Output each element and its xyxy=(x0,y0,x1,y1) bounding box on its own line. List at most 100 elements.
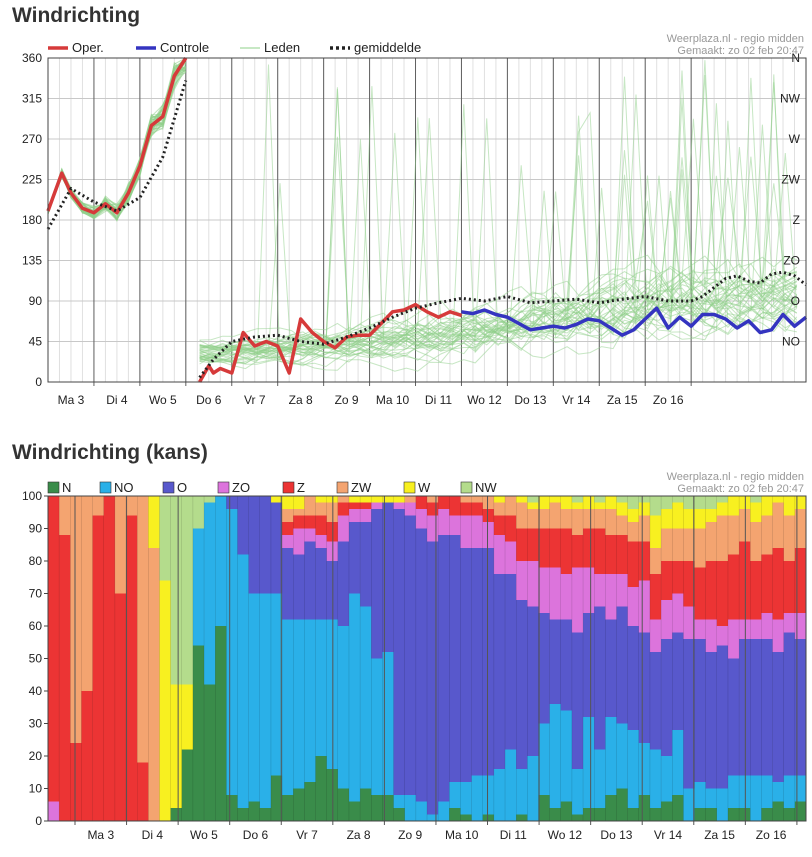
bar-segment-zo xyxy=(438,509,450,535)
bar-segment-o xyxy=(716,645,729,789)
x-day-label: Do 6 xyxy=(243,828,269,842)
compass-label: W xyxy=(789,132,801,146)
bar-segment-zo xyxy=(727,619,740,659)
x-day-label: Wo 12 xyxy=(548,828,583,842)
bar-segment-zw xyxy=(137,496,149,763)
bar-segment-zo xyxy=(705,619,718,652)
bar-segment-n xyxy=(772,801,785,821)
bar-segment-z xyxy=(137,762,149,821)
bar-segment-no xyxy=(315,619,327,756)
x-day-label: Ma 3 xyxy=(87,828,114,842)
bar-segment-z xyxy=(48,496,60,802)
bar-segment-w xyxy=(181,684,194,750)
bar-segment-z xyxy=(293,515,305,529)
bar-segment-no xyxy=(761,775,773,808)
compass-label: ZO xyxy=(783,254,800,268)
bar-segment-no xyxy=(438,801,450,821)
bar-segment-nw xyxy=(616,496,628,503)
bar-segment-o xyxy=(404,515,417,795)
bar-segment-zo xyxy=(794,613,807,639)
bar-segment-zw xyxy=(59,496,71,535)
bar-segment-zo xyxy=(348,509,361,522)
ensemble-member-lines xyxy=(47,57,798,372)
legend-label: gemiddelde xyxy=(354,40,421,55)
bar-segment-no xyxy=(672,730,684,795)
x-day-label: Wo 5 xyxy=(149,393,177,407)
bar-segment-o xyxy=(627,626,640,730)
bar-segment-o xyxy=(783,632,796,776)
bar-segment-zo xyxy=(337,515,350,542)
bar-segment-n xyxy=(560,801,573,821)
bar-segment-n xyxy=(170,808,183,821)
y-tick-label: 315 xyxy=(22,92,42,106)
bar-segment-no xyxy=(360,606,372,789)
bar-segment-zw xyxy=(493,502,506,516)
bar-segment-no xyxy=(371,658,383,795)
bar-segment-z xyxy=(527,528,539,561)
bar-segment-zo xyxy=(583,567,595,613)
ensemble-member-line xyxy=(199,86,798,354)
created-label-2: Gemaakt: zo 02 feb 20:47 xyxy=(677,483,804,495)
bar-segment-nw xyxy=(594,496,606,503)
bar-segment-no xyxy=(571,769,584,815)
bar-segment-n xyxy=(304,782,316,821)
bar-segment-w xyxy=(282,496,294,509)
bar-segment-z xyxy=(705,561,718,620)
bar-segment-nw xyxy=(204,496,216,503)
bar-segment-n xyxy=(516,814,528,821)
bar-segment-zw xyxy=(672,528,684,561)
bar-segment-n xyxy=(661,801,673,821)
bar-segment-no xyxy=(661,756,673,802)
bar-segment-zw xyxy=(516,502,528,529)
ensemble-member-line xyxy=(199,266,798,357)
legend-label: ZW xyxy=(351,480,372,495)
bar-segment-zo xyxy=(716,626,729,646)
bar-segment-no xyxy=(226,509,238,795)
bar-segment-w xyxy=(560,496,573,509)
x-day-label: Za 15 xyxy=(704,828,735,842)
bar-segment-zw xyxy=(583,509,595,529)
bar-segment-o xyxy=(449,535,461,782)
legend-swatch-n xyxy=(47,481,60,494)
bar-segment-zw xyxy=(772,502,785,548)
bar-segment-z xyxy=(583,528,595,568)
bar-segment-zo xyxy=(482,522,495,548)
windrichting-line-chart: 0 45 90 135 180 225 270 315 360 Ma 3 Di 4 Wo 5 Do 6 V… xyxy=(22,33,808,407)
bar-segment-no xyxy=(337,626,350,789)
x-day-label: Za 15 xyxy=(607,393,638,407)
bar-segment-w xyxy=(293,496,305,509)
bar-segment-nw xyxy=(694,496,706,509)
x-day-label: Ma 3 xyxy=(58,393,85,407)
plot-frame xyxy=(47,57,807,383)
bar-segment-o xyxy=(237,496,249,555)
chart-title-windrichting-kans: Windrichting (kans) xyxy=(12,441,208,464)
bar-segment-n xyxy=(705,808,718,821)
bar-segment-w xyxy=(159,580,171,821)
bar-segment-no xyxy=(215,496,227,626)
bar-segment-w xyxy=(716,502,729,516)
bar-segment-o xyxy=(438,535,450,802)
x-day-label: Di 4 xyxy=(106,393,128,407)
y-tick-label: 80 xyxy=(29,554,43,568)
legend-swatch-zo xyxy=(217,481,230,494)
bar-segment-zw xyxy=(315,502,327,516)
bar-segment-o xyxy=(248,496,261,594)
bar-segment-no xyxy=(605,717,617,795)
y-tick-label: 10 xyxy=(29,782,43,796)
legend-label: N xyxy=(62,480,71,495)
y-tick-label: 0 xyxy=(35,375,42,389)
bar-segment-zo xyxy=(371,502,383,509)
bar-segment-nw xyxy=(627,496,640,509)
bar-segment-zw xyxy=(126,496,138,516)
x-day-label: Do 13 xyxy=(600,828,632,842)
bar-segment-o xyxy=(683,639,695,789)
bar-segment-n xyxy=(727,808,740,821)
x-day-label: Zo 9 xyxy=(335,393,359,407)
bar-segment-no xyxy=(583,717,595,808)
legend-label: Z xyxy=(297,480,305,495)
bar-segment-z xyxy=(638,541,651,581)
legend-swatch-nw xyxy=(460,481,473,494)
x-day-label: Zo 16 xyxy=(653,393,684,407)
source-label-2: Weerplaza.nl - regio midden xyxy=(667,471,804,483)
bar-segment-z xyxy=(415,496,428,509)
